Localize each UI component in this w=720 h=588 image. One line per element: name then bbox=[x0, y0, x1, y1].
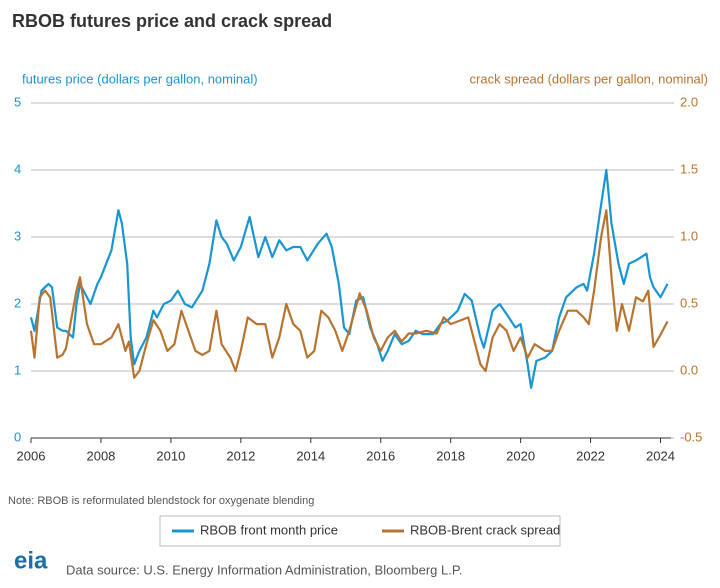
y-tick-label: 3 bbox=[14, 228, 21, 243]
y-tick-label: 1 bbox=[14, 362, 21, 377]
series-line bbox=[29, 209, 669, 379]
legend-box bbox=[159, 515, 561, 547]
y-axis-label: futures price (dollars per gallon, nomin… bbox=[22, 71, 258, 86]
legend-label: RBOB front month price bbox=[200, 522, 338, 537]
x-tick-label: 2018 bbox=[436, 448, 465, 463]
y-tick-label: 5 bbox=[14, 94, 21, 109]
series-line bbox=[29, 168, 669, 389]
x-tick-label: 2014 bbox=[296, 448, 325, 463]
x-tick-label: 2022 bbox=[576, 448, 605, 463]
y2-axis-label: crack spread (dollars per gallon, nomina… bbox=[470, 71, 708, 86]
x-tick-label: 2016 bbox=[366, 448, 395, 463]
note: Note: RBOB is reformulated blendstock fo… bbox=[8, 495, 314, 507]
x-tick-label: 2010 bbox=[156, 448, 185, 463]
chart-title: RBOB futures price and crack spread bbox=[12, 11, 332, 31]
y-tick-label: 4 bbox=[14, 161, 21, 176]
y2-tick-label: 1.5 bbox=[680, 161, 698, 176]
y2-tick-label: 0.5 bbox=[680, 295, 698, 310]
y2-tick-label: 1.0 bbox=[680, 228, 698, 243]
x-tick-label: 2012 bbox=[226, 448, 255, 463]
x-tick-label: 2006 bbox=[17, 448, 46, 463]
legend-label: RBOB-Brent crack spread bbox=[410, 522, 560, 537]
source: Data source: U.S. Energy Information Adm… bbox=[66, 562, 462, 577]
y2-tick-label: -0.5 bbox=[680, 429, 702, 444]
y-tick-label: 2 bbox=[14, 295, 21, 310]
y-tick-label: 0 bbox=[14, 429, 21, 444]
logo: eia bbox=[14, 547, 48, 574]
x-tick-label: 2008 bbox=[86, 448, 115, 463]
y2-tick-label: 0.0 bbox=[680, 362, 698, 377]
x-tick-label: 2020 bbox=[506, 448, 535, 463]
y2-tick-label: 2.0 bbox=[680, 94, 698, 109]
x-tick-label: 2024 bbox=[646, 448, 675, 463]
